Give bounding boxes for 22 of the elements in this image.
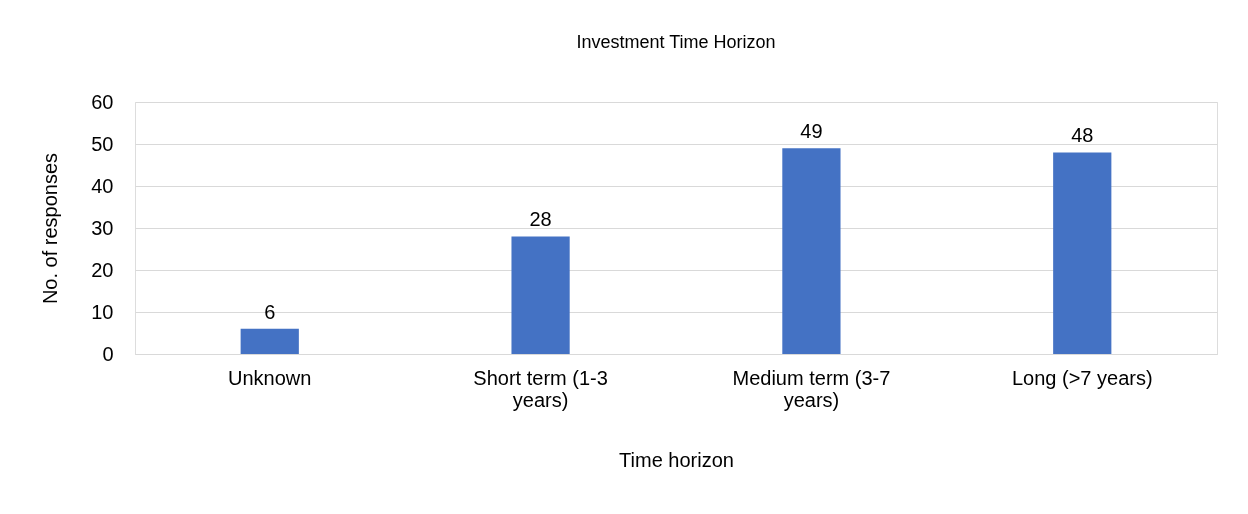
bar [782,148,841,354]
data-label: 28 [529,208,552,231]
bar [1053,152,1112,354]
y-tick-label: 30 [91,216,114,239]
bar [240,328,299,354]
chart-title: Investment Time Horizon [576,32,776,52]
bar [511,236,570,354]
data-label: 6 [264,300,276,323]
y-axis-title: No. of responses [39,152,62,305]
y-tick-label: 10 [91,300,114,323]
y-tick-label: 60 [91,90,114,113]
x-axis-title: Time horizon [619,448,734,471]
x-tick-label: Short term (1-3 years) [473,366,608,411]
y-tick-label: 0 [102,342,114,365]
y-tick-label: 40 [91,174,114,197]
x-tick-label: Unknown [228,366,312,389]
y-tick-label: 20 [91,258,114,281]
data-label: 49 [800,120,823,143]
y-tick-label: 50 [91,132,114,155]
x-tick-label: Medium term (3-7 years) [732,366,891,411]
data-label: 48 [1071,124,1094,147]
x-tick-label: Long (>7 years) [1011,366,1153,389]
